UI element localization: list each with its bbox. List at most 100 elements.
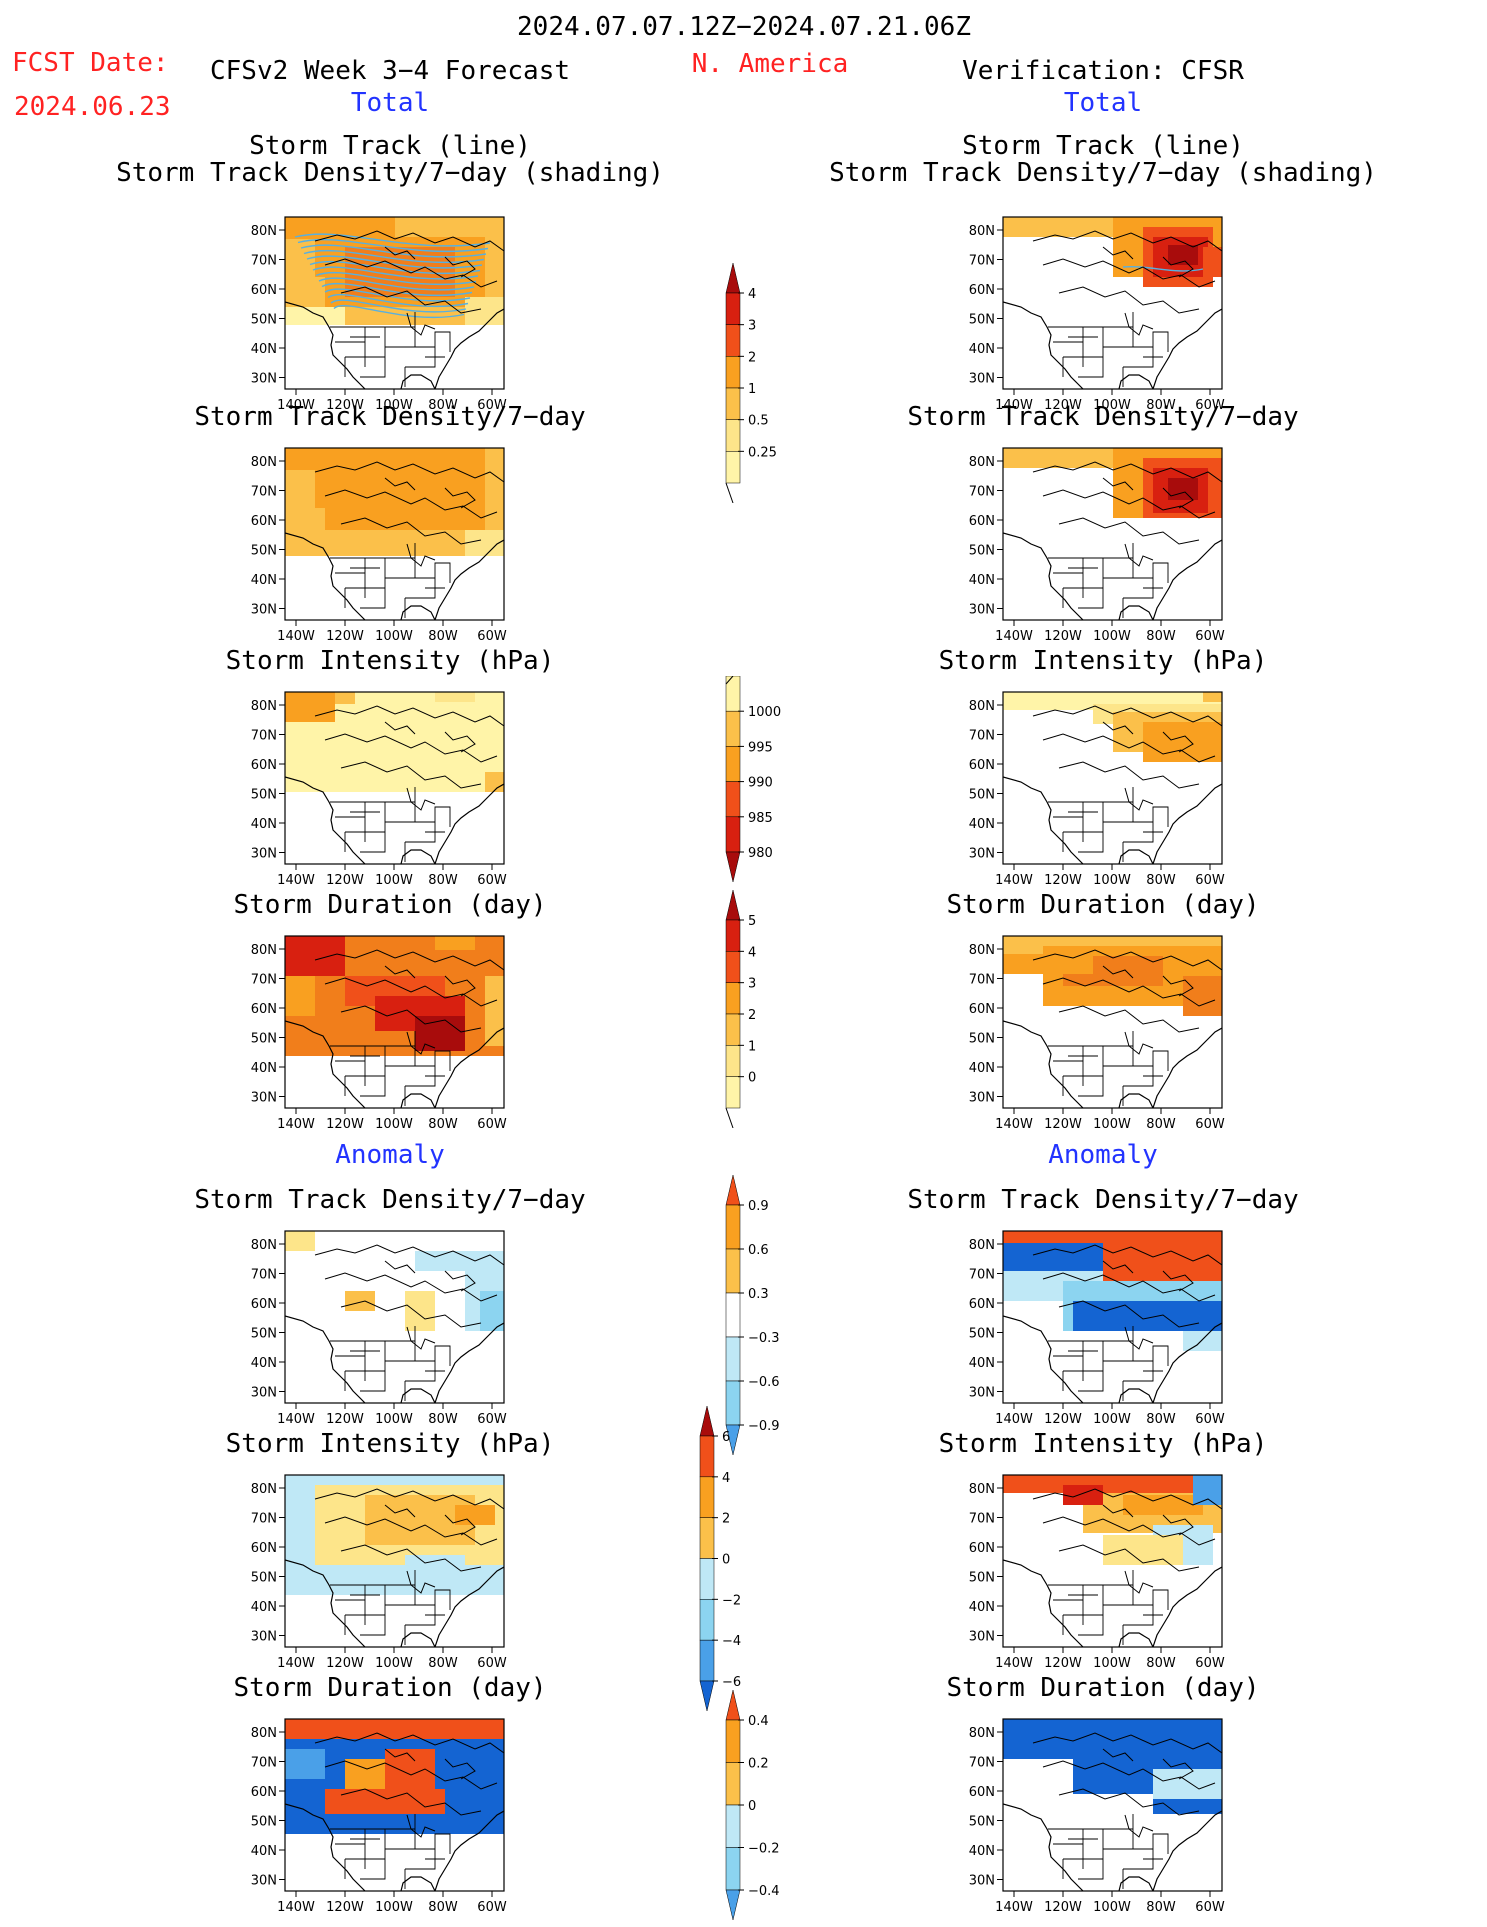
lon-tick-label: 140W	[995, 398, 1033, 413]
lon-tick-label: 120W	[1044, 629, 1082, 644]
shading-cell	[285, 508, 325, 556]
shading-cell	[1153, 1799, 1222, 1814]
title-density-right: Storm Track Density/7−day	[907, 402, 1299, 432]
lat-tick-label: 30N	[251, 1874, 277, 1889]
lon-tick-label: 60W	[1195, 398, 1225, 413]
lat-tick-label: 40N	[251, 1356, 277, 1371]
lon-tick-label: 120W	[326, 1656, 364, 1671]
lat-tick-label: 50N	[251, 1032, 277, 1047]
lat-tick-label: 60N	[969, 1002, 995, 1017]
shading-cell	[325, 1789, 445, 1814]
lat-tick-label: 30N	[969, 1874, 995, 1889]
lat-tick-label: 60N	[969, 1785, 995, 1800]
lon-tick-label: 100W	[1093, 1900, 1131, 1915]
colorbar-duration: 5 4 3 2 1 0	[725, 890, 756, 1128]
lat-tick-label: 60N	[251, 514, 277, 529]
lon-tick-label: 140W	[995, 1900, 1033, 1915]
shading-cell	[1183, 1331, 1222, 1351]
period-title: 2024.07.07.12Z−2024.07.21.06Z	[517, 12, 971, 42]
title-duration-right: Storm Duration (day)	[946, 890, 1260, 920]
lon-tick-label: 60W	[477, 398, 507, 413]
shading-cell	[1203, 692, 1222, 702]
lon-tick-label: 60W	[1195, 1900, 1225, 1915]
lon-tick-label: 80W	[1146, 1900, 1176, 1915]
lon-tick-label: 80W	[1146, 1117, 1176, 1132]
lon-tick-label: 120W	[326, 1412, 364, 1427]
shading-cell	[435, 936, 475, 950]
lon-tick-label: 100W	[1093, 873, 1131, 888]
title-anom-intensity-right: Storm Intensity (hPa)	[938, 1429, 1268, 1459]
lat-tick-label: 70N	[251, 1268, 277, 1283]
title-anom-density-right: Storm Track Density/7−day	[907, 1185, 1299, 1215]
shading-cell	[455, 1505, 495, 1525]
colorbar-label: −0.6	[748, 1375, 780, 1390]
shading-cell	[1168, 478, 1198, 500]
lat-tick-label: 50N	[969, 1327, 995, 1342]
lat-tick-label: 50N	[251, 1571, 277, 1586]
lat-tick-label: 60N	[969, 1297, 995, 1312]
lat-tick-label: 40N	[251, 1844, 277, 1859]
lon-tick-label: 100W	[375, 1117, 413, 1132]
colorbar-label: 0	[748, 1799, 756, 1814]
lat-tick-label: 70N	[969, 973, 995, 988]
lat-tick-label: 80N	[251, 455, 277, 470]
title-anom-intensity-left: Storm Intensity (hPa)	[225, 1429, 555, 1459]
lat-tick-label: 40N	[251, 342, 277, 357]
lat-tick-label: 50N	[251, 1327, 277, 1342]
lat-tick-label: 30N	[969, 372, 995, 387]
lat-tick-label: 40N	[251, 573, 277, 588]
lat-tick-label: 30N	[969, 1091, 995, 1106]
fcst-date-label: FCST Date:	[12, 48, 169, 78]
shading-cell	[415, 1016, 465, 1051]
lon-tick-label: 80W	[428, 1412, 458, 1427]
lon-tick-label: 140W	[277, 873, 315, 888]
lon-tick-label: 80W	[1146, 873, 1176, 888]
colorbar-label: 1	[748, 382, 756, 397]
lat-tick-label: 40N	[251, 817, 277, 832]
region-title: N. America	[691, 49, 849, 79]
lon-tick-label: 100W	[375, 1656, 413, 1671]
lon-tick-label: 60W	[1195, 1412, 1225, 1427]
lon-tick-label: 80W	[428, 1656, 458, 1671]
lat-tick-label: 70N	[969, 1756, 995, 1771]
lon-tick-label: 140W	[277, 398, 315, 413]
colorbar-duration-anomaly: 0.4 0.2 0 −0.2 −0.4	[725, 1690, 780, 1920]
lat-tick-label: 70N	[251, 485, 277, 500]
lat-tick-label: 30N	[969, 603, 995, 618]
colorbar-label: −2	[722, 1593, 741, 1608]
lat-tick-label: 70N	[251, 254, 277, 269]
shading-cell	[1003, 1475, 1222, 1493]
colorbar-label: −4	[722, 1634, 741, 1649]
colorbar-density-anomaly: 0.9 0.6 0.3 −0.3 −0.6 −0.9	[725, 1175, 780, 1455]
lat-tick-label: 50N	[969, 788, 995, 803]
lon-tick-label: 100W	[1093, 1117, 1131, 1132]
colorbar-label: 0.25	[748, 445, 777, 460]
colorbar-label: 4	[722, 1471, 730, 1486]
lat-tick-label: 40N	[969, 817, 995, 832]
lon-tick-label: 80W	[428, 873, 458, 888]
colorbar-label: 1	[748, 1039, 756, 1054]
lat-tick-label: 50N	[969, 313, 995, 328]
lat-tick-label: 70N	[251, 1756, 277, 1771]
lat-tick-label: 60N	[969, 514, 995, 529]
lat-tick-label: 70N	[251, 729, 277, 744]
lon-tick-label: 120W	[326, 873, 364, 888]
lon-tick-label: 120W	[1044, 873, 1082, 888]
lon-tick-label: 60W	[1195, 873, 1225, 888]
lat-tick-label: 30N	[251, 1630, 277, 1645]
lon-tick-label: 60W	[1195, 629, 1225, 644]
lat-tick-label: 60N	[251, 1002, 277, 1017]
title-intensity-left: Storm Intensity (hPa)	[225, 646, 555, 676]
shading-cell	[1003, 1739, 1073, 1759]
lon-tick-label: 140W	[995, 1656, 1033, 1671]
fcst-date-value: 2024.06.23	[14, 92, 171, 122]
lat-tick-label: 40N	[969, 1061, 995, 1076]
lon-tick-label: 100W	[1093, 398, 1131, 413]
lon-tick-label: 80W	[1146, 629, 1176, 644]
lon-tick-label: 100W	[375, 873, 413, 888]
lon-tick-label: 60W	[477, 629, 507, 644]
lat-tick-label: 80N	[251, 224, 277, 239]
